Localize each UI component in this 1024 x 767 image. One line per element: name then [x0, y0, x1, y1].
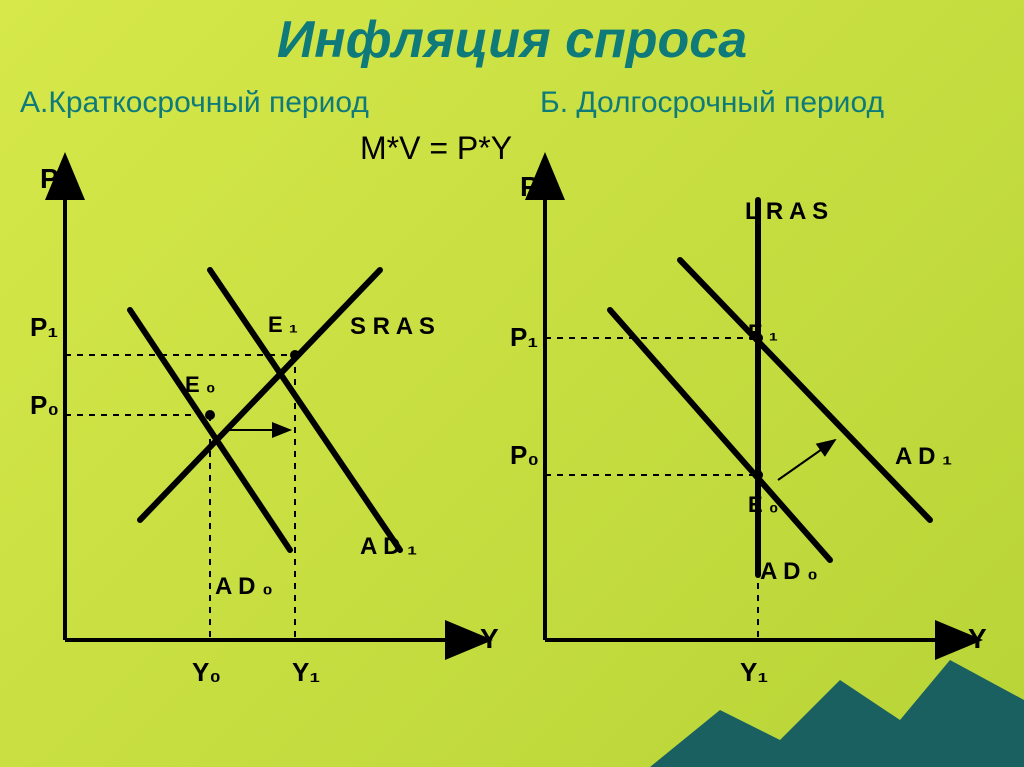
svg-text:A D ₀: A D ₀ — [215, 573, 273, 600]
svg-text:A D ₁: A D ₁ — [895, 443, 952, 470]
svg-text:P₁: P₁ — [30, 312, 58, 342]
svg-text:E ₁: E ₁ — [268, 312, 298, 337]
svg-text:P₀: P₀ — [30, 390, 59, 420]
svg-text:Y₁: Y₁ — [292, 657, 320, 687]
svg-text:A D ₁: A D ₁ — [360, 533, 417, 560]
subtitle-b: Б. Долгосрочный период — [540, 86, 884, 120]
svg-text:E ₀: E ₀ — [185, 372, 216, 397]
svg-text:Y: Y — [480, 623, 499, 654]
svg-text:L R A S: L R A S — [745, 198, 828, 225]
subtitle-a: А.Краткосрочный период — [20, 86, 369, 120]
svg-text:Y: Y — [968, 623, 987, 654]
svg-text:A D ₀: A D ₀ — [760, 558, 818, 585]
svg-text:P: P — [40, 163, 59, 194]
slide-title: Инфляция спроса — [0, 10, 1024, 70]
equation: M*V = P*Y — [360, 130, 512, 167]
svg-text:Y₁: Y₁ — [740, 657, 768, 687]
svg-text:P₀: P₀ — [510, 440, 539, 470]
svg-text:P: P — [520, 171, 539, 202]
slide-stage: P Y P₁ P₀ Y₀ Y₁ A D ₀ A D ₁ S R A S E ₀ E ₁ P Y P₁ P₀ Y… — [0, 0, 1024, 767]
svg-text:E ₀: E ₀ — [748, 492, 779, 517]
svg-text:S R A S: S R A S — [350, 313, 435, 340]
svg-text:Y₀: Y₀ — [192, 657, 221, 687]
svg-text:E ₁: E ₁ — [748, 320, 778, 345]
svg-text:P₁: P₁ — [510, 322, 538, 352]
